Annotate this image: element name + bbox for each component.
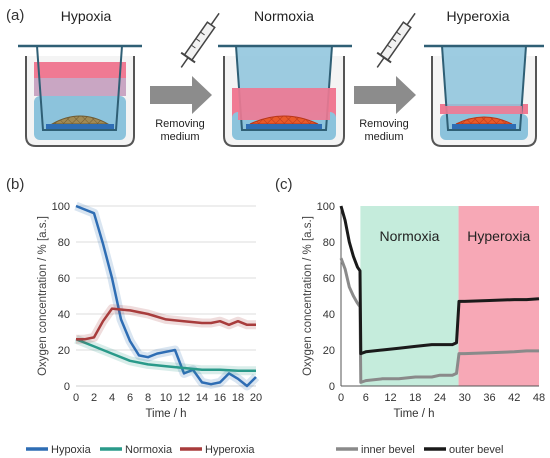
x-tick-label: 36: [483, 392, 495, 404]
y-tick-label: 80: [58, 237, 70, 249]
panel-a-label: (a): [6, 7, 24, 24]
arrow-right-icon: [150, 76, 212, 114]
arrow-label: Removing medium: [155, 118, 205, 143]
x-axis-label: Time / h: [145, 408, 186, 420]
y-tick-label: 20: [323, 345, 335, 357]
arrow-label: Removing medium: [359, 118, 409, 143]
x-tick-label: 10: [160, 392, 172, 404]
x-tick-label: 0: [338, 392, 344, 404]
x-tick-label: 18: [232, 392, 244, 404]
y-tick-label: 0: [64, 381, 70, 393]
x-tick-label: 20: [250, 392, 262, 404]
series-glow: [74, 201, 260, 391]
y-tick-label: 60: [58, 273, 70, 285]
x-tick-label: 6: [127, 392, 133, 404]
series-line: [339, 205, 540, 356]
well-title-hyperoxia: Hyperoxia: [446, 8, 509, 24]
well-normoxia: [218, 44, 352, 147]
x-tick-label: 16: [214, 392, 226, 404]
x-tick-label: 2: [91, 392, 97, 404]
y-tick-label: 100: [52, 201, 70, 213]
legend-label: Normoxia: [125, 444, 173, 456]
x-tick-label: 18: [409, 392, 421, 404]
x-tick-label: 12: [384, 392, 396, 404]
x-axis-label: Time / h: [393, 408, 434, 420]
region-label: Hyperoxia: [467, 228, 530, 244]
series-line: [75, 338, 256, 372]
x-tick-label: 12: [178, 392, 190, 404]
region-label: Normoxia: [380, 228, 440, 244]
x-tick-label: 24: [434, 392, 446, 404]
chart-c: 0 20 40 60 80 100 0 6 12 18 24 30 36 42 48 Time / h Oxyg…: [302, 201, 545, 456]
x-tick-label: 0: [73, 392, 79, 404]
panel-c: (c) 0 20 40 60 80 100 0 6 12 18 24 30 36 42 48 Time / h…: [275, 176, 545, 456]
x-tick-label: 42: [508, 392, 520, 404]
x-tick-label: 6: [363, 392, 369, 404]
x-tick-label: 48: [533, 392, 545, 404]
well-hyperoxia: [424, 44, 544, 147]
x-tick-label: 30: [459, 392, 471, 404]
y-axis-label: Oxygen concentration / % [a.s.]: [37, 216, 49, 376]
arrow-right-icon: [354, 76, 416, 114]
shaded-region: [360, 206, 459, 386]
shaded-region: [458, 206, 539, 386]
legend-label: Hypoxia: [51, 444, 92, 456]
x-tick-label: 4: [109, 392, 115, 404]
series-line: [76, 307, 256, 341]
y-axis-label: Oxygen concentration / % [a.s.]: [302, 216, 314, 376]
y-tick-label: 20: [58, 345, 70, 357]
syringe-icon: [180, 12, 220, 68]
y-tick-label: 60: [323, 273, 335, 285]
panel-a: (a) Hypoxia Normoxia Hyperoxia: [6, 7, 544, 147]
well-title-hypoxia: Hypoxia: [61, 8, 112, 24]
legend-label: outer bevel: [449, 444, 503, 456]
syringe-icon: [376, 12, 416, 68]
panel-b-label: (b): [6, 176, 24, 193]
legend-label: Hyperoxia: [205, 444, 255, 456]
well-hypoxia: [18, 44, 142, 147]
x-tick-label: 14: [196, 392, 208, 404]
y-tick-label: 100: [317, 201, 335, 213]
legend-label: inner bevel: [361, 444, 415, 456]
y-tick-label: 40: [58, 309, 70, 321]
y-tick-label: 40: [323, 309, 335, 321]
series-line: [75, 204, 257, 388]
x-tick-label: 8: [145, 392, 151, 404]
series-line: [339, 257, 539, 384]
y-tick-label: 80: [323, 237, 335, 249]
y-tick-label: 0: [329, 381, 335, 393]
panel-c-label: (c): [275, 176, 293, 193]
well-title-normoxia: Normoxia: [254, 8, 314, 24]
